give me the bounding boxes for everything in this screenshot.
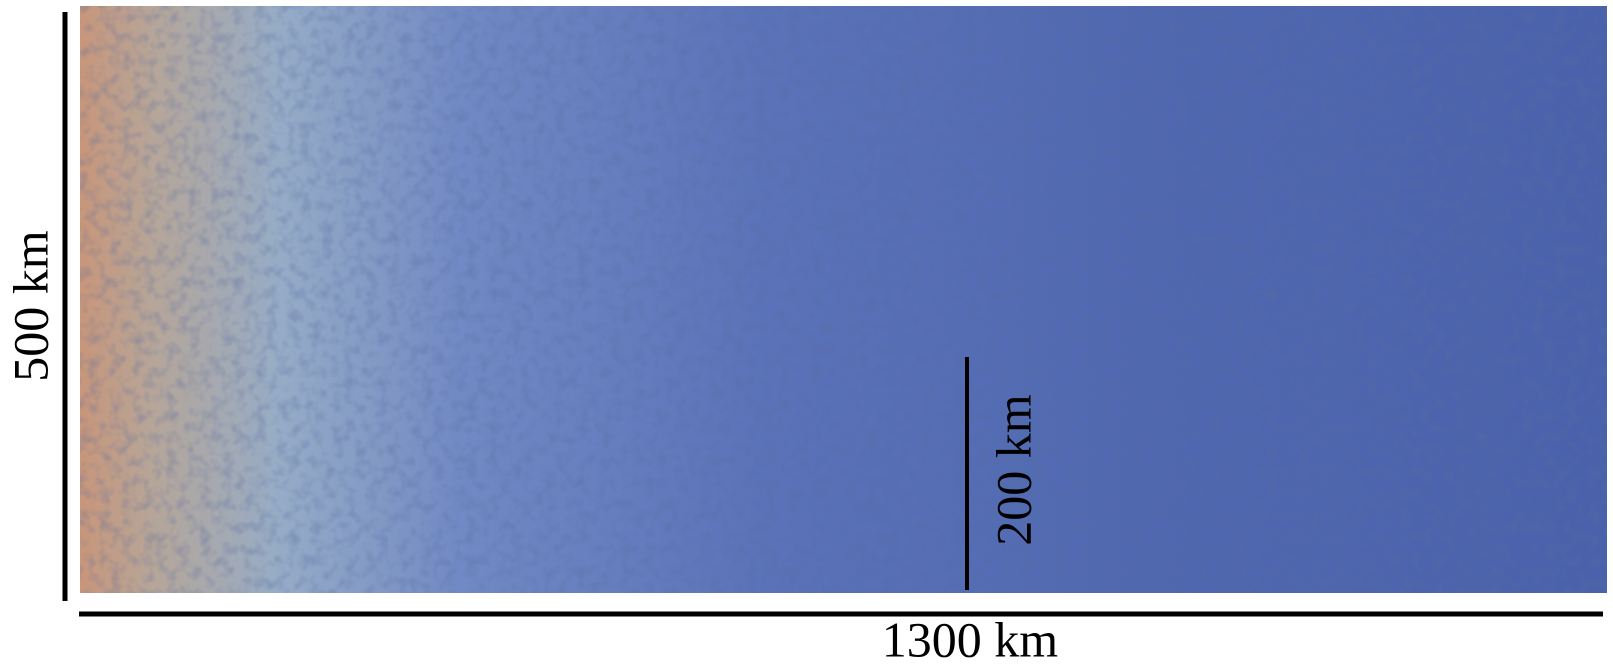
height-label: 500 km xyxy=(2,230,58,382)
page-body: 1300 km 500 km 200 km (() => { const dat… xyxy=(0,0,1613,670)
figure: 1300 km 500 km 200 km xyxy=(0,0,1613,670)
width-label: 1300 km xyxy=(882,611,1059,667)
page: Domain scale figure {"labels": {"height"… xyxy=(0,0,1613,670)
scale-label: 200 km xyxy=(985,394,1041,546)
field-texture xyxy=(80,6,1607,593)
